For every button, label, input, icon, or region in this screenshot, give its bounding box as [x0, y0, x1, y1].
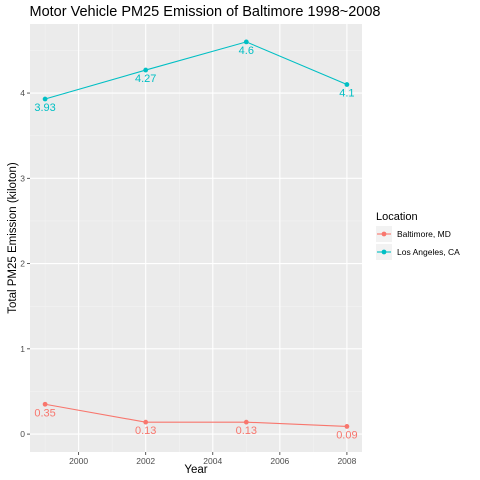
data-label: 4.1 — [339, 88, 354, 100]
series-line — [44, 403, 347, 427]
data-label: 4.6 — [239, 45, 254, 57]
legend-label: Los Angeles, CA — [397, 247, 460, 257]
data-point — [42, 96, 48, 102]
grid-lines — [30, 24, 362, 452]
legend-title: Location — [376, 211, 418, 223]
y-tick-label: 2 — [20, 259, 25, 269]
x-tick-label: 2002 — [136, 456, 155, 466]
y-tick-label: 0 — [20, 429, 25, 439]
legend: Location Baltimore, MD Los Angeles, CA — [376, 211, 460, 260]
x-tick-label: 2004 — [203, 456, 222, 466]
data-point — [344, 82, 350, 87]
data-point — [42, 401, 48, 407]
data-point — [143, 419, 149, 425]
x-tick-label: 2006 — [270, 456, 289, 466]
y-axis-title: Total PM25 Emission (kiloton) — [7, 162, 19, 314]
data-label: 0.13 — [236, 425, 257, 437]
data-point — [344, 424, 350, 429]
data-point — [243, 39, 249, 45]
chart-title: Motor Vehicle PM25 Emission of Baltimore… — [29, 4, 380, 20]
data-label: 0.35 — [34, 407, 55, 419]
legend-key-point — [381, 231, 387, 237]
data-label: 0.09 — [336, 429, 357, 441]
legend-label: Baltimore, MD — [397, 229, 451, 239]
x-tick-label: 2000 — [69, 456, 88, 466]
data-point — [143, 67, 149, 73]
y-tick-label: 3 — [20, 173, 25, 183]
data-label: 0.13 — [135, 425, 156, 437]
legend-key-point — [381, 249, 387, 255]
data-label: 4.27 — [135, 73, 156, 85]
x-axis-title: Year — [184, 464, 207, 476]
series-layer: 0.35 0.13 0.13 0.09 3.93 4.27 4.6 4.1 — [34, 39, 358, 441]
series-line — [44, 41, 348, 100]
y-tick-label: 1 — [20, 344, 25, 354]
data-point — [243, 419, 249, 425]
x-tick-label: 2008 — [337, 456, 356, 466]
data-label: 3.93 — [34, 102, 55, 114]
axes: 0 1 2 3 4 2000 2002 2004 2006 2008 — [20, 88, 356, 466]
plot-panel — [30, 24, 362, 452]
y-tick-label: 4 — [20, 88, 25, 98]
